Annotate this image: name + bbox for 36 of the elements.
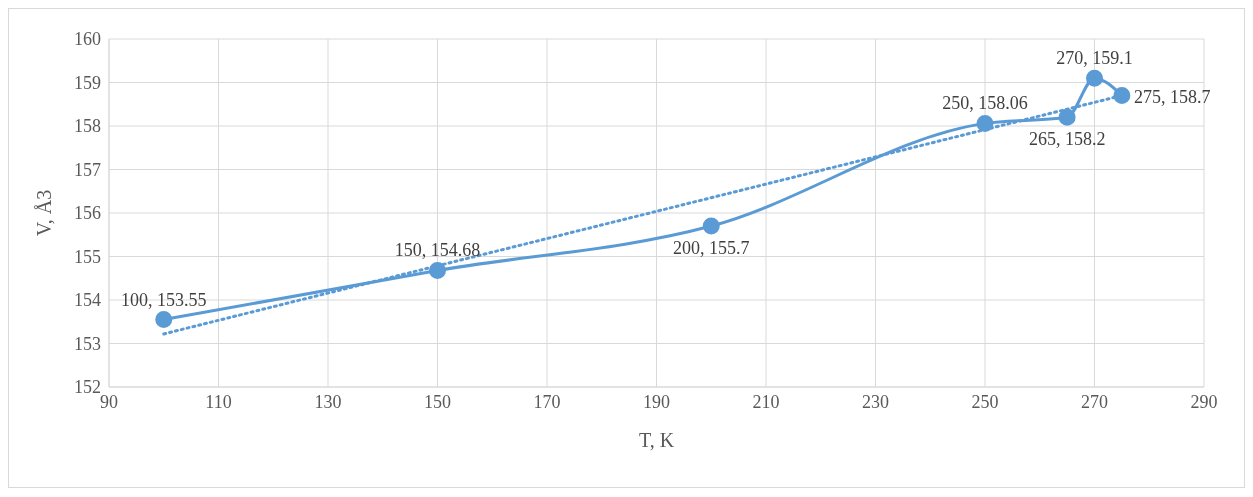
point — [1113, 87, 1131, 105]
data-label: 265, 158.2 — [1028, 129, 1106, 150]
point — [1086, 69, 1103, 87]
x-tick-label: 270 — [1081, 391, 1108, 412]
x-tick-label: 250 — [971, 391, 999, 412]
x-tick-label: 290 — [1190, 391, 1218, 412]
point — [155, 311, 173, 329]
y-tick-label: 152 — [74, 377, 101, 398]
y-tick-label: 153 — [74, 333, 101, 354]
y-tick-label: 156 — [74, 203, 101, 224]
data-label: 275, 158.7 — [1133, 86, 1211, 107]
x-tick-label: 190 — [643, 391, 670, 412]
x-tick-label: 150 — [424, 391, 451, 412]
point — [429, 261, 446, 279]
y-tick-label: 154 — [74, 290, 101, 311]
x-tick-label: 230 — [862, 391, 889, 412]
point — [976, 114, 994, 132]
data-label: 270, 159.1 — [1056, 48, 1133, 69]
data-label: 200, 155.7 — [673, 238, 750, 259]
data-label: 150, 154.68 — [394, 240, 481, 261]
data-label: 100, 153.55 — [121, 289, 207, 310]
x-tick-label: 90 — [100, 391, 118, 412]
y-axis-title: V, Å3 — [33, 189, 56, 237]
x-axis-title: T, K — [638, 429, 675, 451]
x-tick-label: 110 — [205, 391, 232, 412]
data-label: 250, 158.06 — [942, 93, 1028, 114]
y-tick-label: 160 — [74, 29, 101, 50]
y-tick-label: 158 — [74, 116, 101, 137]
y-tick-label: 157 — [74, 159, 101, 180]
x-tick-label: 130 — [314, 391, 342, 412]
x-tick-label: 210 — [752, 391, 780, 412]
y-tick-label: 159 — [74, 72, 101, 93]
point — [1058, 108, 1076, 126]
point — [702, 217, 720, 235]
y-tick-label: 155 — [74, 246, 101, 267]
x-tick-label: 170 — [533, 391, 561, 412]
